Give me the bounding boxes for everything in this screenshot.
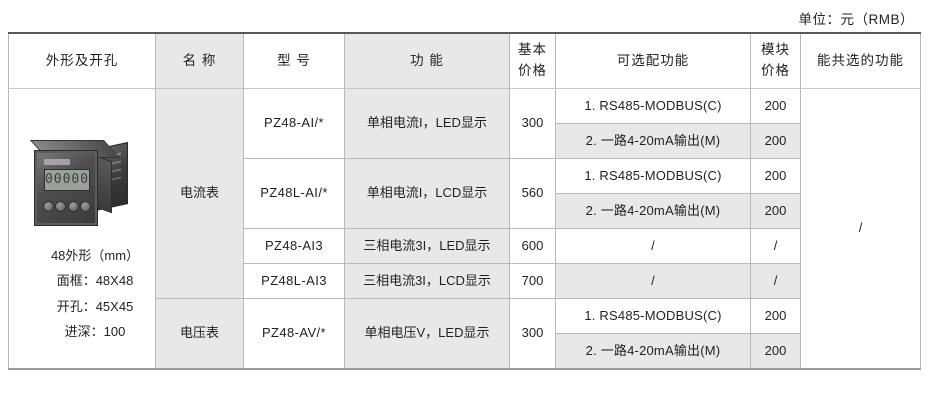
base-price-pz48-ai3: 600 xyxy=(509,228,556,264)
outline-dimension-cell: 00000 48外形（mm） 面框：48X48 开孔：45X45 进深：100 xyxy=(8,88,156,370)
header-function: 功 能 xyxy=(344,33,510,89)
header-outline: 外形及开孔 xyxy=(8,33,156,89)
module-price: / xyxy=(750,228,801,264)
function-pz48l-ai: 单相电流I，LCD显示 xyxy=(344,158,510,229)
model-pz48l-ai3: PZ48L-AI3 xyxy=(243,263,345,299)
dimension-cutout: 开孔：45X45 xyxy=(56,298,134,314)
table-header-row: 外形及开孔 名 称 型 号 功 能 基本 价格 可选配功能 模块 价格 能共选的… xyxy=(8,33,921,89)
dimension-text-block: 48外形（mm） 面框：48X48 开孔：45X45 进深：100 xyxy=(9,243,155,344)
module-price: 200 xyxy=(750,123,801,159)
function-pz48-av: 单相电压V，LED显示 xyxy=(344,298,510,370)
base-price-pz48-ai: 300 xyxy=(509,88,556,159)
option-label: 2. 一路4-20mA输出(M) xyxy=(555,123,751,159)
header-base-price-line1: 基本 xyxy=(518,42,547,58)
unit-note: 单位：元（RMB） xyxy=(798,12,914,27)
header-optional-function: 可选配功能 xyxy=(555,33,751,89)
module-price: 200 xyxy=(750,88,801,124)
header-module-price-line1: 模块 xyxy=(761,42,790,58)
option-label: / xyxy=(555,228,751,264)
dimension-depth: 进深：100 xyxy=(64,323,126,339)
device-photo: 00000 xyxy=(9,125,155,243)
option-label: 1. RS485-MODBUS(C) xyxy=(555,158,751,194)
option-label: 2. 一路4-20mA输出(M) xyxy=(555,333,751,370)
option-label: 2. 一路4-20mA输出(M) xyxy=(555,193,751,229)
header-module-price-line2: 价格 xyxy=(761,63,790,78)
function-pz48-ai: 单相电流I，LED显示 xyxy=(344,88,510,159)
header-shared-function: 能共选的功能 xyxy=(800,33,921,89)
table-row: 2. 一路4-20mA输出(M) 200 xyxy=(9,123,921,159)
table-row: 电压表 PZ48-AV/* 单相电压V，LED显示 300 1. RS485-M… xyxy=(9,298,921,370)
base-price-pz48-av: 300 xyxy=(509,298,556,370)
base-price-pz48l-ai3: 700 xyxy=(509,263,556,299)
function-pz48-ai3: 三相电流3I，LED显示 xyxy=(344,228,510,264)
group-name-current-meter: 电流表 xyxy=(155,88,244,299)
model-pz48l-ai: PZ48L-AI/* xyxy=(243,158,345,229)
shared-function-value: / xyxy=(800,88,921,370)
module-price: 200 xyxy=(750,333,801,370)
header-base-price: 基本 价格 xyxy=(509,33,556,89)
table-row: 2. 一路4-20mA输出(M) 200 xyxy=(9,333,921,370)
table-row: PZ48L-AI3 三相电流3I，LCD显示 700 / / xyxy=(9,263,921,299)
base-price-pz48l-ai: 560 xyxy=(509,158,556,229)
specification-table: 外形及开孔 名 称 型 号 功 能 基本 价格 可选配功能 模块 价格 能共选的… xyxy=(8,32,921,370)
module-price: / xyxy=(750,263,801,299)
option-label: 1. RS485-MODBUS(C) xyxy=(555,88,751,124)
module-price: 200 xyxy=(750,193,801,229)
group-name-voltage-meter: 电压表 xyxy=(155,298,244,370)
module-price: 200 xyxy=(750,158,801,194)
header-model: 型 号 xyxy=(243,33,345,89)
dimension-bezel: 面框：48X48 xyxy=(56,273,134,289)
table-row: 2. 一路4-20mA输出(M) 200 xyxy=(9,193,921,229)
header-module-price: 模块 价格 xyxy=(750,33,801,89)
panel-meter-icon: 00000 xyxy=(26,136,138,232)
function-pz48l-ai3: 三相电流3I，LCD显示 xyxy=(344,263,510,299)
table-row: PZ48L-AI/* 单相电流I，LCD显示 560 1. RS485-MODB… xyxy=(9,158,921,229)
device-display-digits: 00000 xyxy=(44,171,90,187)
module-price: 200 xyxy=(750,298,801,334)
option-label: / xyxy=(555,263,751,299)
model-pz48-ai3: PZ48-AI3 xyxy=(243,228,345,264)
model-pz48-ai: PZ48-AI/* xyxy=(243,88,345,159)
table-row: PZ48-AI3 三相电流3I，LED显示 600 / / xyxy=(9,228,921,264)
header-base-price-line2: 价格 xyxy=(518,63,547,78)
option-label: 1. RS485-MODBUS(C) xyxy=(555,298,751,334)
dimension-title: 48外形（mm） xyxy=(50,247,140,263)
table-row: 00000 48外形（mm） 面框：48X48 开孔：45X45 进深：100 xyxy=(8,88,921,370)
header-name: 名 称 xyxy=(155,33,244,89)
model-pz48-av: PZ48-AV/* xyxy=(243,298,345,370)
